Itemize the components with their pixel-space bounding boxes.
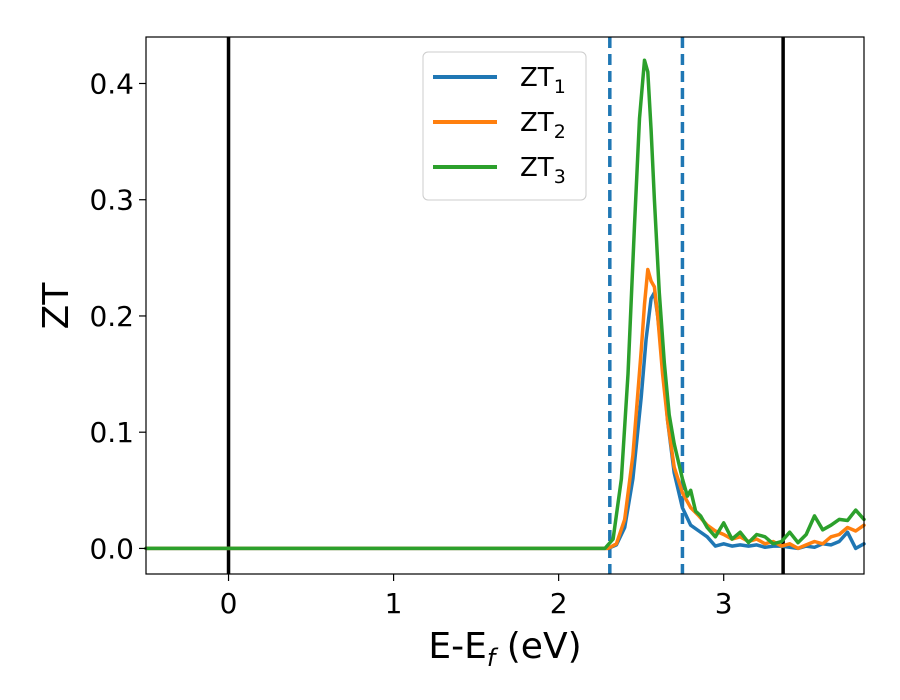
x-axis-label: E-Ef (eV) <box>428 626 581 672</box>
y-tick-label: 0.4 <box>89 67 134 100</box>
series-line-zt2 <box>144 267 866 551</box>
legend-box <box>422 51 587 201</box>
legend-label-zt3: ZT3 <box>520 153 566 188</box>
x-axis: 0 1 2 3 <box>220 574 733 620</box>
y-tick-label: 0.0 <box>89 532 134 565</box>
legend-label-zt2: ZT2 <box>520 108 566 143</box>
y-tick-label: 0.1 <box>89 416 134 449</box>
plot-frame <box>145 36 865 575</box>
series-lines <box>144 58 866 551</box>
y-tick-label: 0.2 <box>89 300 134 333</box>
y-tick-label: 0.3 <box>89 184 134 217</box>
series-line-zt1 <box>144 290 866 551</box>
legend-label-zt1: ZT1 <box>520 63 566 98</box>
legend: ZT1 ZT2 ZT3 <box>422 51 587 201</box>
x-tick-label: 3 <box>715 587 733 620</box>
x-tick-label: 1 <box>385 587 403 620</box>
y-axis-label: ZT <box>36 282 77 330</box>
series-line-zt3 <box>144 58 866 551</box>
y-axis: 0.0 0.1 0.2 0.3 0.4 <box>89 67 146 565</box>
x-axis-label-unit: (eV) <box>495 626 581 667</box>
x-tick-label: 0 <box>220 587 238 620</box>
x-tick-label: 2 <box>550 587 568 620</box>
